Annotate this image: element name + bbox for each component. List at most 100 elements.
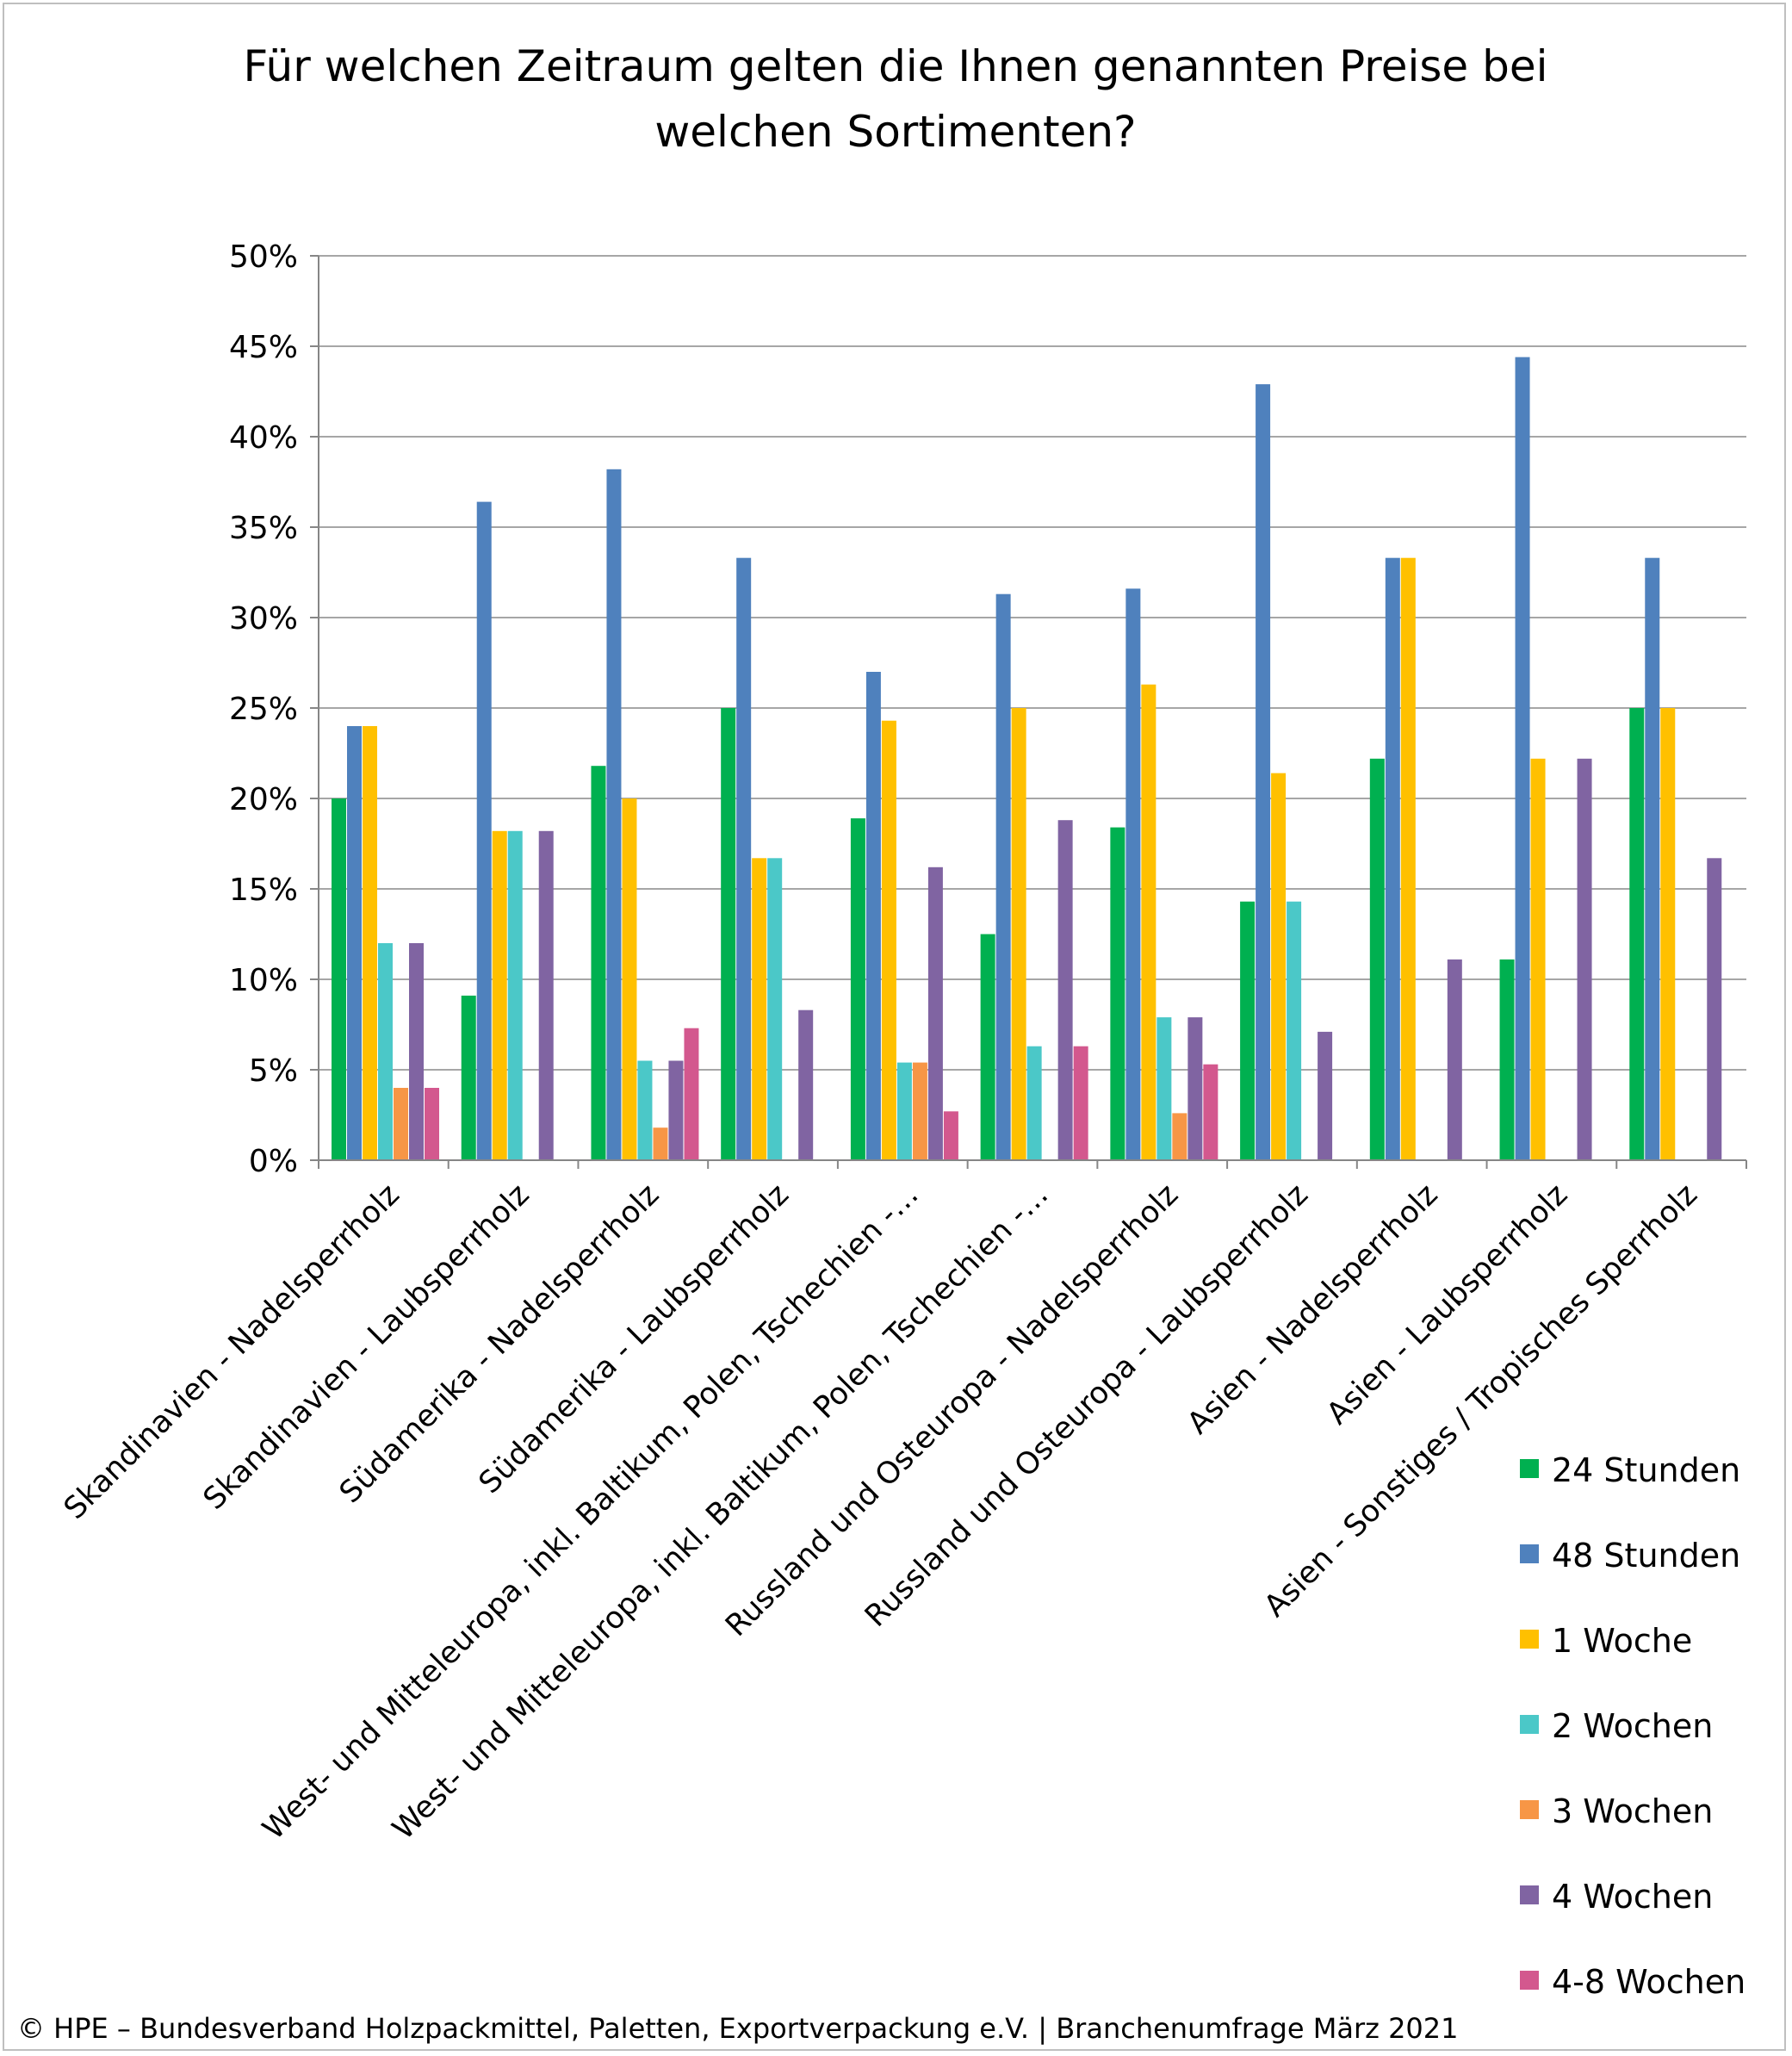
bar (637, 1060, 653, 1160)
bar (1057, 820, 1073, 1160)
legend-label: 4 Wochen (1552, 1878, 1713, 1916)
bar (767, 858, 783, 1160)
bar (943, 1111, 958, 1160)
y-tick-label: 45% (229, 330, 298, 365)
bar (736, 557, 752, 1160)
bar (668, 1060, 684, 1160)
bar (507, 830, 523, 1160)
bar (1240, 901, 1256, 1160)
chart-frame (3, 3, 1786, 2051)
x-axis-tick-marks (318, 1160, 1747, 1169)
y-tick-label: 50% (229, 239, 298, 275)
legend-label: 2 Wochen (1552, 1707, 1713, 1745)
x-category-label: Asien - Laubsperrholz (1320, 1177, 1574, 1432)
y-tick-label: 25% (229, 692, 298, 727)
bar (1645, 557, 1660, 1160)
chart-title-line-1: Für welchen Zeitraum gelten die Ihnen ge… (244, 41, 1548, 91)
bar (1577, 758, 1592, 1160)
bar (1203, 1064, 1218, 1160)
bar (1369, 758, 1385, 1160)
legend-label: 48 Stunden (1552, 1537, 1740, 1575)
bar (1660, 708, 1676, 1160)
legend-label: 24 Stunden (1552, 1451, 1740, 1489)
bar (1011, 708, 1026, 1160)
y-tick-label: 5% (249, 1053, 298, 1089)
bar (1256, 384, 1271, 1161)
legend-label: 3 Wochen (1552, 1792, 1713, 1830)
x-category-label: Russland und Osteuropa - Nadelsperrholz (719, 1177, 1185, 1643)
bar (980, 934, 995, 1160)
legend-swatch (1520, 1544, 1539, 1563)
y-tick-label: 20% (229, 782, 298, 817)
bar (1400, 557, 1416, 1160)
bar (378, 943, 393, 1160)
bar (409, 943, 424, 1160)
footer-credit: © HPE – Bundesverband Holzpackmittel, Pa… (17, 2012, 1459, 2045)
legend-label: 4-8 Wochen (1552, 1963, 1745, 2001)
bar (347, 726, 362, 1160)
bar (1026, 1046, 1042, 1160)
x-category-label: Asien - Nadelsperrholz (1181, 1177, 1444, 1441)
x-axis-category-labels: Skandinavien - NadelsperrholzSkandinavie… (58, 1177, 1704, 1847)
bar (850, 818, 865, 1160)
bar (1447, 959, 1462, 1160)
bar (363, 726, 377, 1160)
bar (425, 1088, 439, 1160)
bar (332, 798, 346, 1160)
bar (622, 798, 637, 1160)
bar (912, 1062, 927, 1160)
bar (591, 766, 606, 1160)
bar (1318, 1031, 1333, 1160)
chart-title-line-2: welchen Sortimenten? (654, 107, 1136, 157)
bar (461, 995, 476, 1160)
bar (1172, 1113, 1187, 1160)
y-tick-label: 15% (229, 873, 298, 908)
legend-label: 1 Woche (1552, 1622, 1692, 1660)
y-tick-label: 30% (229, 601, 298, 637)
y-tick-label: 35% (229, 511, 298, 546)
bar (896, 1062, 912, 1160)
bar (927, 867, 943, 1160)
bar (798, 1009, 814, 1160)
bar (394, 1088, 408, 1160)
bar (1499, 959, 1515, 1160)
bar (721, 708, 736, 1160)
bar (995, 593, 1011, 1160)
bar (492, 830, 507, 1160)
bar (1287, 901, 1302, 1160)
bar (538, 830, 554, 1160)
bar (476, 501, 492, 1160)
x-category-label: Russland und Osteuropa - Laubsperrholz (859, 1177, 1315, 1634)
bar (1515, 357, 1530, 1161)
bar (653, 1127, 668, 1160)
bar (1125, 588, 1141, 1160)
bar (1073, 1046, 1088, 1160)
legend-swatch (1520, 1630, 1539, 1649)
bar (1707, 858, 1722, 1160)
legend-swatch (1520, 1885, 1539, 1904)
legend-swatch (1520, 1800, 1539, 1819)
y-tick-label: 10% (229, 963, 298, 998)
bar (606, 469, 622, 1160)
legend-swatch (1520, 1971, 1539, 1990)
bar (1271, 773, 1287, 1160)
legend: 24 Stunden 48 Stunden 1 Woche 2 Wochen 3 Woc… (1520, 1451, 1745, 2001)
bar (1110, 827, 1125, 1160)
bar-series (332, 357, 1722, 1161)
bar (865, 672, 881, 1160)
bar (1156, 1017, 1172, 1160)
legend-swatch (1520, 1459, 1539, 1478)
bar (1187, 1017, 1203, 1160)
bar (1141, 684, 1156, 1160)
bar (1629, 708, 1645, 1160)
bar (684, 1028, 699, 1160)
bar (1385, 557, 1400, 1160)
y-axis-tick-labels: 0% 5% 10% 15% 20% 25% 30% 35% 40% 45% 50% (229, 239, 319, 1179)
y-tick-label: 40% (229, 420, 298, 456)
y-tick-label: 0% (249, 1144, 298, 1179)
bar (881, 720, 896, 1160)
legend-swatch (1520, 1715, 1539, 1734)
bar (1530, 758, 1546, 1160)
bar (752, 858, 767, 1160)
